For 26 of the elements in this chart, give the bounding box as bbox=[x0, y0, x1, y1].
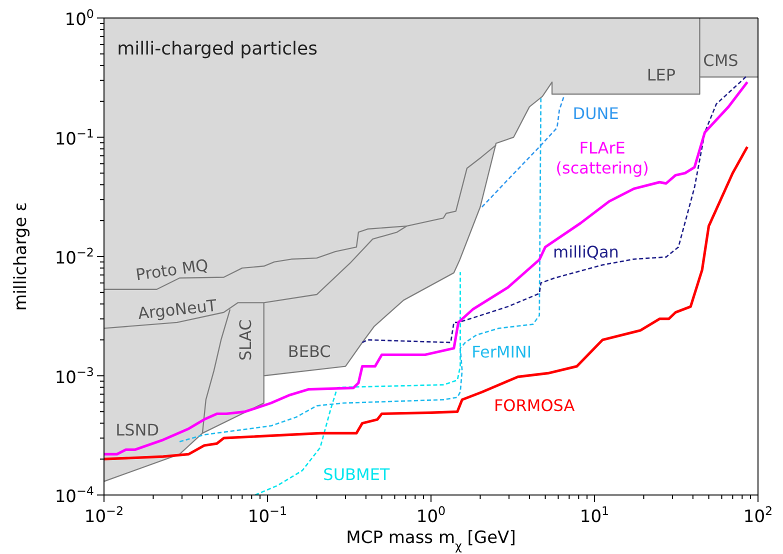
series-label: DUNE bbox=[572, 104, 619, 123]
y-tick-label: 10$^{0}$ bbox=[64, 7, 94, 30]
y-tick-label: 10$^{−2}$ bbox=[54, 246, 94, 268]
annotation: SLAC bbox=[236, 319, 255, 361]
x-tick-label: 10$^{0}$ bbox=[416, 504, 446, 527]
series-label: milliQan bbox=[553, 242, 619, 262]
x-tick-label: 10$^{1}$ bbox=[580, 504, 610, 527]
series-label: FORMOSA bbox=[494, 396, 575, 415]
annotation: Proto MQ bbox=[134, 255, 210, 284]
annotation: LSND bbox=[116, 420, 160, 440]
y-axis-title: millicharge ε bbox=[11, 202, 31, 311]
annotation: CMS bbox=[703, 50, 738, 70]
series-label: SUBMET bbox=[323, 465, 390, 484]
x-axis-title: MCP mass m$_{χ}$ [GeV] bbox=[346, 528, 516, 553]
x-tick-label: 10$^{2}$ bbox=[743, 504, 773, 527]
annotation: ArgoNeuT bbox=[137, 296, 218, 324]
x-tick-label: 10$^{−2}$ bbox=[84, 504, 124, 527]
annotation: BEBC bbox=[288, 342, 331, 361]
y-tick-label: 10$^{−1}$ bbox=[54, 126, 94, 150]
y-tick-label: 10$^{−4}$ bbox=[54, 484, 94, 507]
x-tick-label: 10$^{−1}$ bbox=[248, 504, 288, 527]
series-label: FLArE (scattering) bbox=[556, 138, 649, 178]
annotation: milli-charged particles bbox=[117, 38, 318, 60]
annotation: LEP bbox=[646, 66, 676, 85]
y-tick-label: 10$^{−3}$ bbox=[54, 364, 94, 388]
series-label: FerMINI bbox=[472, 342, 532, 362]
